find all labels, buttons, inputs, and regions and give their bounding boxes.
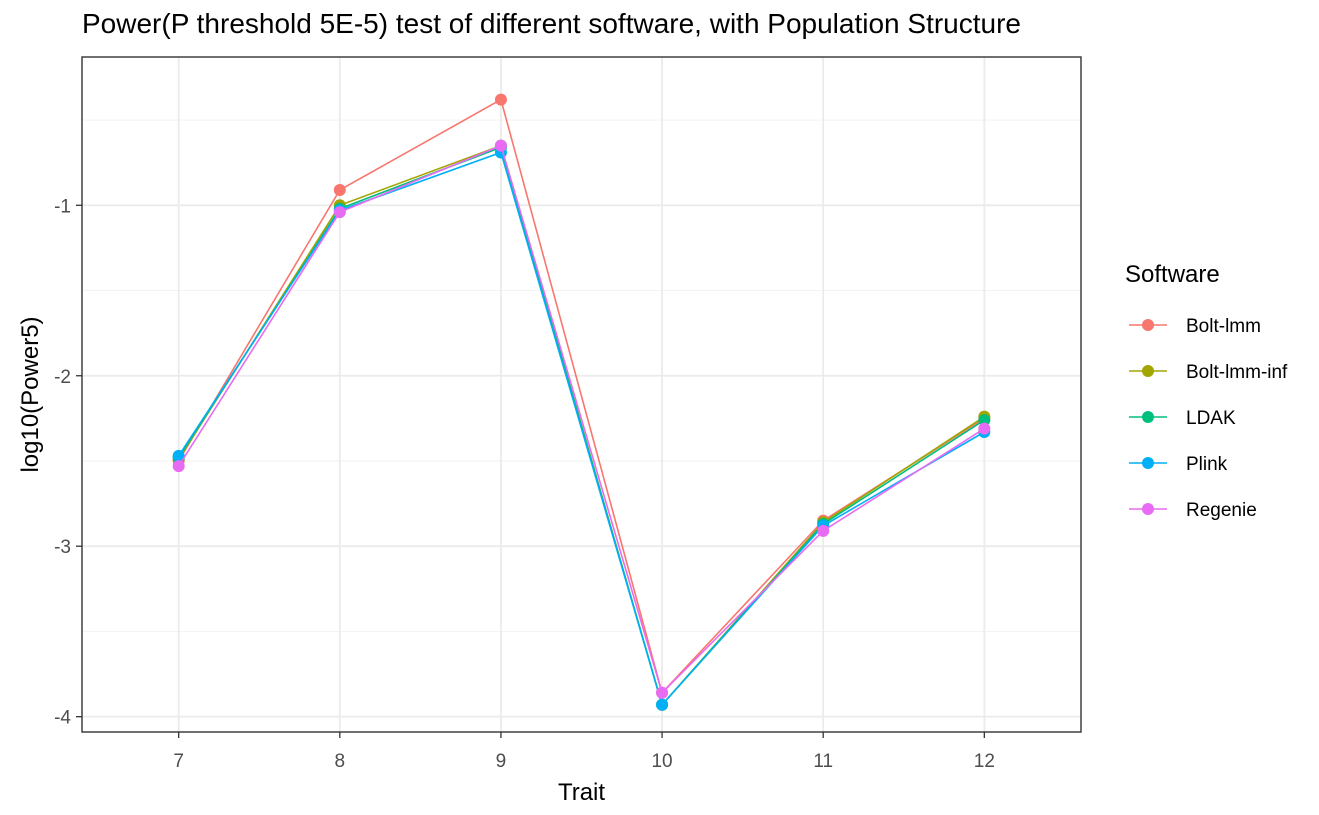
data-point xyxy=(172,449,185,462)
y-tick-label: -2 xyxy=(54,367,71,388)
data-point xyxy=(817,524,830,537)
y-tick-label: -4 xyxy=(54,708,71,729)
y-tick-label: -3 xyxy=(54,537,71,558)
legend-item: Bolt-lmm-inf xyxy=(1129,362,1288,383)
x-tick-label: 11 xyxy=(813,751,833,772)
data-point xyxy=(333,183,346,196)
x-tick-label: 8 xyxy=(335,751,346,772)
legend: Software Bolt-lmm Bolt-lmm-inf LDAK Plink Re… xyxy=(1125,261,1288,521)
y-axis-title: log10(Power5) xyxy=(17,316,44,472)
legend-title: Software xyxy=(1125,261,1220,288)
series-line xyxy=(177,98,985,695)
legend-items: Bolt-lmm Bolt-lmm-inf LDAK Plink Regenie xyxy=(1129,316,1288,521)
legend-item: Bolt-lmm xyxy=(1129,316,1261,337)
legend-item: Regenie xyxy=(1129,500,1257,521)
legend-label: LDAK xyxy=(1186,408,1236,429)
series-line xyxy=(178,144,985,695)
legend-key-point xyxy=(1142,319,1154,331)
axes: 7 8 9 10 11 12 -4 -3 -2 -1 xyxy=(54,196,995,772)
x-axis-title: Trait xyxy=(558,779,605,806)
legend-item: LDAK xyxy=(1129,408,1236,429)
panel-border xyxy=(81,56,1082,733)
data-point xyxy=(656,698,669,711)
data-point xyxy=(494,93,507,106)
data-point xyxy=(656,686,669,699)
series-regenie xyxy=(172,139,991,699)
legend-label: Plink xyxy=(1186,454,1228,475)
data-point xyxy=(978,414,991,427)
legend-label: Regenie xyxy=(1186,500,1257,521)
data-point xyxy=(172,460,185,473)
x-tick-label: 10 xyxy=(651,751,672,772)
series-line xyxy=(178,151,985,707)
legend-label: Bolt-lmm-inf xyxy=(1186,362,1288,383)
legend-key-point xyxy=(1142,365,1154,377)
legend-label: Bolt-lmm xyxy=(1186,316,1261,337)
data-point xyxy=(494,139,507,152)
x-tick-label: 12 xyxy=(974,751,995,772)
x-tick-label: 7 xyxy=(173,751,184,772)
series-layer xyxy=(172,93,991,711)
legend-key-point xyxy=(1142,411,1154,423)
legend-key-point xyxy=(1142,503,1154,515)
chart-title: Power(P threshold 5E-5) test of differen… xyxy=(82,8,1021,39)
legend-item: Plink xyxy=(1129,454,1228,475)
y-tick-label: -1 xyxy=(54,196,71,217)
data-point xyxy=(333,206,346,219)
x-tick-label: 9 xyxy=(496,751,507,772)
legend-key-point xyxy=(1142,457,1154,469)
data-point xyxy=(978,422,991,435)
